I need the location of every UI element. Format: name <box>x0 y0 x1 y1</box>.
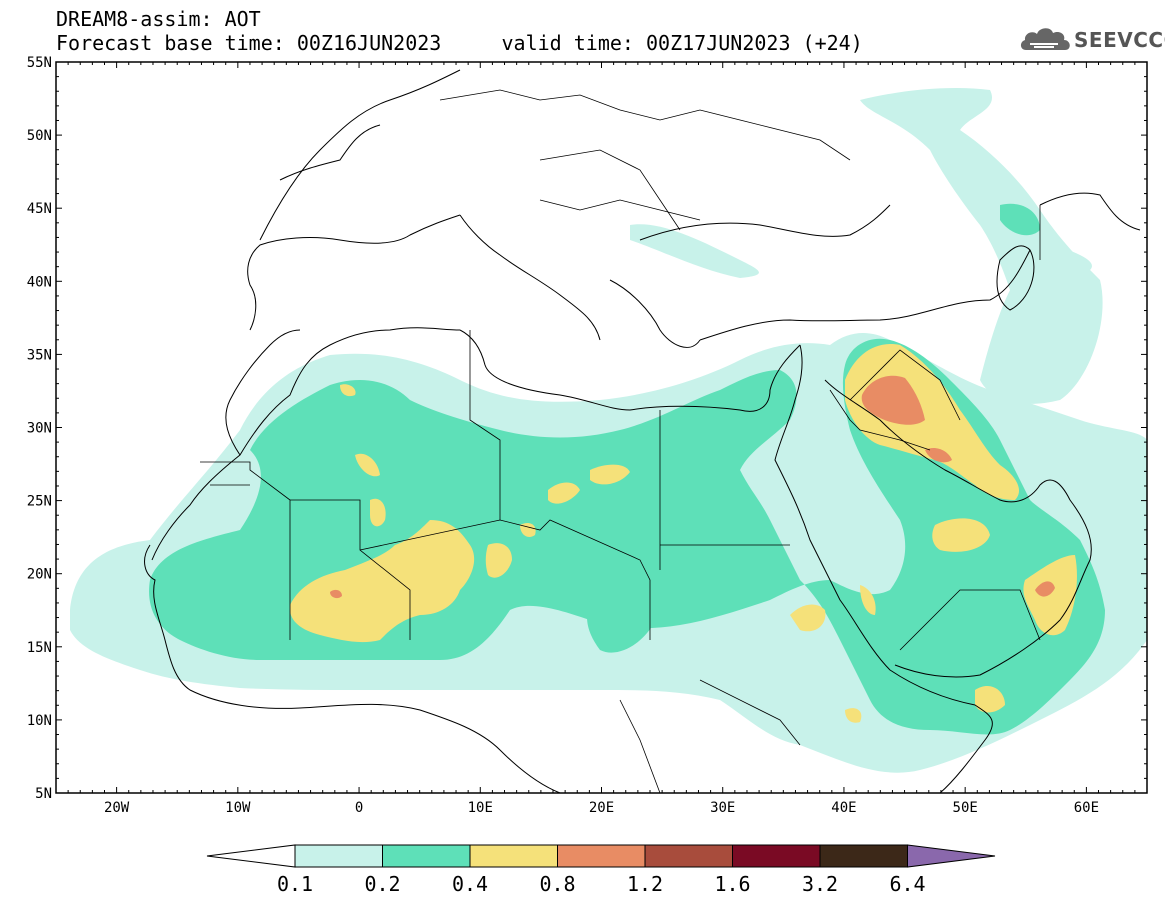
lon-tick-label: 50E <box>953 800 978 816</box>
colorbar-under-arrow <box>206 844 296 868</box>
lon-tick-label: 20W <box>104 800 130 816</box>
colorbar-label: 0.2 <box>364 872 400 896</box>
colorbar-label: 6.4 <box>889 872 925 896</box>
country-borders <box>200 89 1041 793</box>
map-subtitle-times: Forecast base time: 00Z16JUN2023 valid t… <box>56 31 863 55</box>
colorbar-label: 0.8 <box>539 872 575 896</box>
lat-tick-label: 40N <box>27 274 52 290</box>
colorbar-label: 1.6 <box>714 872 750 896</box>
lat-tick-label: 55N <box>27 55 52 71</box>
lat-tick-label: 10N <box>27 713 52 729</box>
lon-tick-label: 60E <box>1074 800 1099 816</box>
lat-tick-label: 45N <box>27 201 52 217</box>
lon-tick-label: 20E <box>589 800 614 816</box>
latitude-axis: 5N 10N 15N 20N 25N 30N 35N 40N 45N 50N 55N <box>27 55 1147 802</box>
colorbar-segment <box>557 844 646 868</box>
colorbar-over-arrow <box>907 844 996 868</box>
map-title: DREAM8-assim: AOT <box>56 7 261 31</box>
aot-colorbar: 0.1 0.2 0.4 0.8 1.2 1.6 3.2 6.4 <box>206 844 996 896</box>
lat-tick-label: 5N <box>35 786 52 802</box>
colorbar-label: 0.1 <box>277 872 313 896</box>
colorbar-segment <box>294 844 383 868</box>
colorbar-segment <box>819 844 908 868</box>
lat-tick-label: 15N <box>27 640 52 656</box>
seevccc-logo: SEEVCCC <box>1018 24 1165 58</box>
lon-tick-label: 30E <box>710 800 735 816</box>
lat-tick-label: 25N <box>27 494 52 510</box>
colorbar-segment <box>382 844 471 868</box>
aot-band-0.8-1.2 <box>330 375 1055 599</box>
lat-tick-label: 50N <box>27 128 52 144</box>
aot-field <box>56 62 1147 793</box>
lon-tick-label: 10W <box>225 800 251 816</box>
colorbar-segment <box>644 844 733 868</box>
lat-tick-label: 20N <box>27 567 52 583</box>
lat-tick-label: 35N <box>27 347 52 363</box>
colorbar-segment <box>469 844 558 868</box>
aot-band-0.2-0.4 <box>149 203 1105 735</box>
cloud-icon <box>1020 28 1070 50</box>
colorbar-label: 0.4 <box>452 872 488 896</box>
longitude-axis: 20W 10W 0 10E 20E 30E 40E 50E 60E <box>55 62 1148 816</box>
colorbar-label: 3.2 <box>802 872 838 896</box>
lon-tick-label: 10E <box>468 800 493 816</box>
colorbar-label: 1.2 <box>627 872 663 896</box>
lon-tick-label: 40E <box>831 800 856 816</box>
coastlines <box>144 69 1141 793</box>
lon-tick-label: 0 <box>355 800 363 816</box>
lat-tick-label: 30N <box>27 421 52 437</box>
colorbar-segment <box>732 844 821 868</box>
logo-text: SEEVCCC <box>1074 28 1165 52</box>
